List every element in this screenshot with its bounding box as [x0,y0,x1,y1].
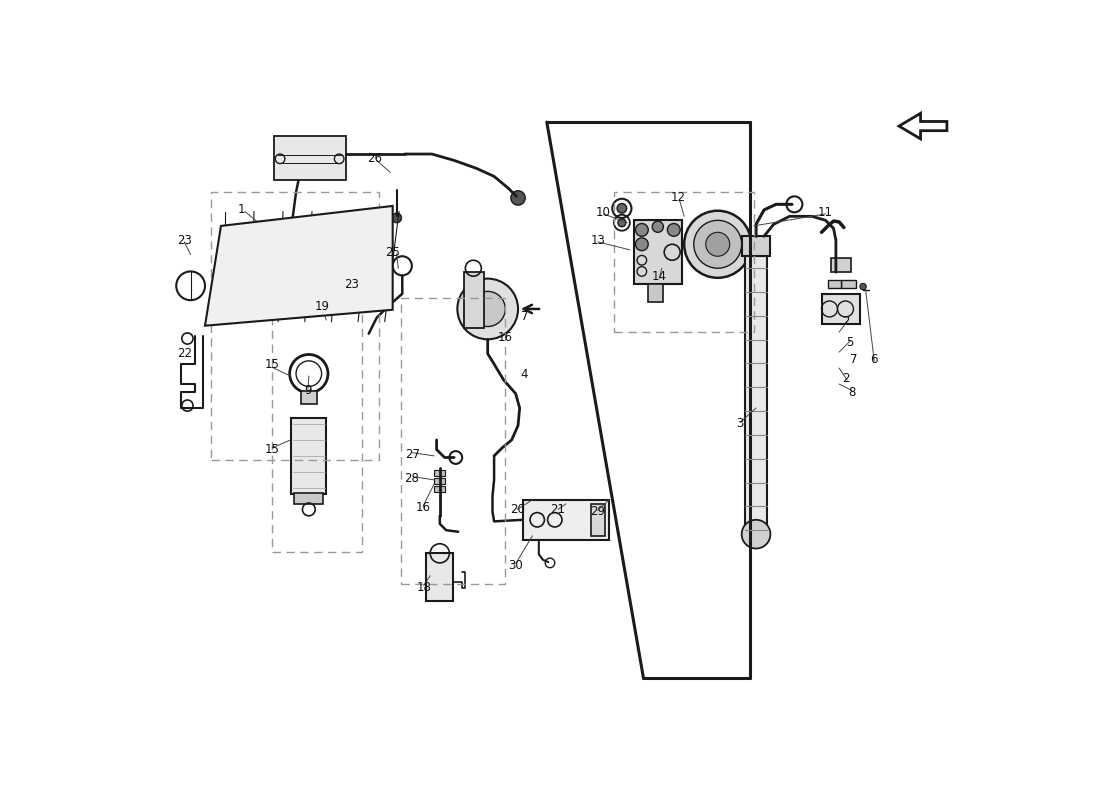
Circle shape [684,210,751,278]
Bar [300,391,317,404]
Circle shape [636,223,648,236]
Bar [634,220,682,284]
Text: 14: 14 [652,270,667,282]
Text: 2: 2 [842,315,849,328]
Text: 18: 18 [417,581,431,594]
Bar [295,494,323,504]
Text: 2: 2 [842,372,849,385]
Text: 15: 15 [265,358,279,370]
Text: 7: 7 [520,310,528,322]
Text: 16: 16 [416,502,430,514]
Circle shape [694,220,741,268]
Text: 4: 4 [520,368,528,381]
Bar [822,294,860,324]
Text: 15: 15 [265,443,279,456]
Text: 13: 13 [591,234,605,246]
Circle shape [652,221,663,232]
Bar [434,478,446,484]
Text: 22: 22 [177,347,191,360]
Text: 28: 28 [405,472,419,485]
Bar [272,288,362,552]
Text: 27: 27 [405,448,420,461]
Circle shape [706,232,729,256]
Circle shape [617,203,627,213]
Circle shape [510,190,525,205]
Bar [842,280,856,288]
Text: 3: 3 [736,418,744,430]
Polygon shape [205,206,393,326]
Text: 26: 26 [366,152,382,166]
Bar [464,272,484,328]
Polygon shape [899,114,947,139]
Text: 19: 19 [315,300,330,313]
Text: 8: 8 [848,386,856,398]
Bar [591,504,605,536]
Text: 16: 16 [498,331,513,344]
Bar [522,500,609,540]
Bar [426,554,453,602]
Bar [210,192,380,460]
Text: 23: 23 [177,234,191,246]
Circle shape [618,218,626,226]
Bar [434,470,446,476]
Bar [828,280,840,288]
Text: 6: 6 [870,353,878,366]
Bar [741,236,770,256]
Circle shape [860,283,867,290]
Bar [745,256,767,542]
Bar [434,486,446,492]
Bar [614,192,755,332]
Circle shape [392,213,402,222]
Bar [275,137,346,180]
Text: 20: 20 [509,503,525,516]
Bar [400,298,505,584]
Bar [832,258,851,272]
Text: 12: 12 [671,191,686,205]
Circle shape [636,238,648,250]
Text: 7: 7 [849,353,857,366]
Circle shape [668,223,680,236]
Text: 30: 30 [508,559,522,572]
Text: 21: 21 [550,503,565,516]
Circle shape [741,520,770,549]
Text: 25: 25 [385,246,400,258]
Text: 1: 1 [238,203,244,217]
Bar [648,284,662,302]
Text: 29: 29 [591,506,605,518]
Circle shape [470,291,505,326]
Text: 10: 10 [596,206,611,219]
Circle shape [458,278,518,339]
Bar [292,418,327,494]
Text: 11: 11 [818,206,833,219]
Text: 23: 23 [344,278,360,290]
Text: 5: 5 [847,336,854,349]
Text: 9: 9 [305,384,311,397]
